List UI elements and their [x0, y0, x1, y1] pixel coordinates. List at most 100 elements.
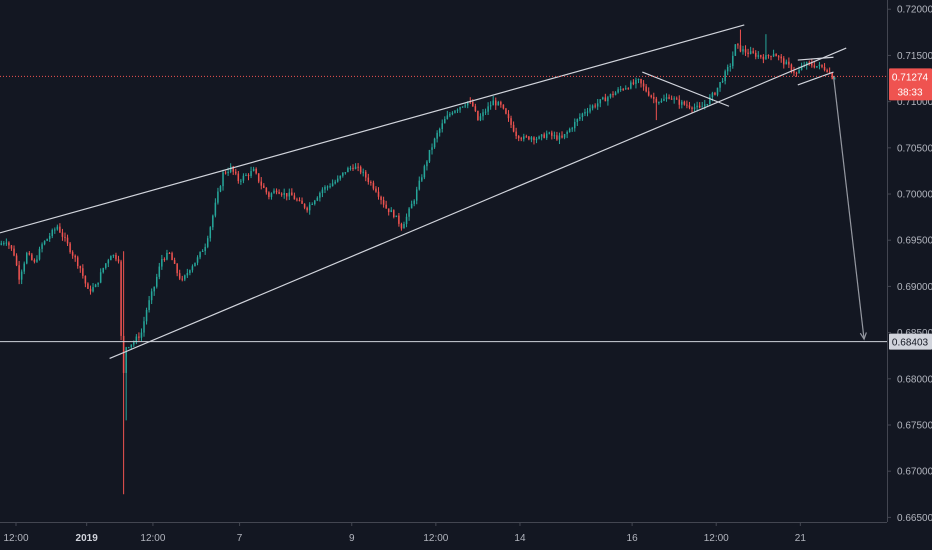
candle-body	[777, 56, 780, 58]
candle-body	[319, 192, 321, 198]
candle-body	[181, 278, 184, 280]
candle-body	[398, 215, 400, 224]
candle-body	[334, 181, 336, 184]
candle-body	[20, 271, 23, 280]
candle-body	[642, 83, 645, 87]
candle-body	[285, 193, 288, 197]
candle-body	[833, 78, 836, 80]
candle-body	[194, 262, 196, 267]
candle-body	[719, 82, 721, 88]
candle-body	[387, 208, 390, 213]
candle-body	[533, 137, 535, 141]
candle-body	[716, 87, 719, 95]
candle-body	[46, 238, 48, 241]
candle-body	[235, 171, 237, 174]
candle-body	[423, 166, 426, 178]
flag-upper-line[interactable]	[642, 71, 730, 107]
candle-body	[665, 97, 668, 99]
candle-body	[306, 207, 308, 211]
candle-body	[739, 45, 742, 52]
candle-body	[441, 123, 443, 130]
candle-body	[329, 186, 331, 188]
candle-body	[158, 266, 161, 277]
y-tick-label: 0.71500	[897, 51, 932, 62]
candle-body	[408, 208, 410, 217]
candle-body	[377, 191, 380, 197]
candle-body	[502, 104, 505, 109]
candle-body	[115, 254, 117, 260]
candle-body	[681, 101, 683, 105]
candle-body	[449, 114, 451, 116]
candle-body	[168, 252, 171, 254]
candle-body	[161, 259, 163, 267]
wedge-lower-line[interactable]	[797, 71, 834, 86]
candle-body	[349, 167, 352, 169]
candle-body	[795, 72, 798, 74]
channel-lower-line[interactable]	[109, 47, 847, 360]
candle-body	[698, 105, 701, 108]
candle-body	[204, 246, 206, 251]
candle-body	[622, 89, 624, 91]
x-tick-label: 12:00	[3, 533, 28, 544]
plot-area[interactable]	[0, 24, 887, 495]
candle-body	[466, 101, 469, 106]
y-tick-label: 0.67000	[897, 467, 932, 478]
candle-body	[372, 182, 375, 189]
candle-body	[721, 81, 724, 83]
y-tick-label: 0.70500	[897, 143, 932, 154]
candle-body	[278, 192, 280, 194]
candle-body	[33, 259, 36, 262]
candle-body	[688, 105, 691, 108]
candle-body	[579, 116, 581, 120]
candle-body	[364, 171, 367, 178]
candle-body	[805, 62, 808, 66]
candle-body	[757, 55, 760, 57]
candle-body	[808, 62, 811, 64]
candle-body	[102, 267, 104, 273]
candle-body	[117, 259, 120, 262]
candle-body	[553, 135, 556, 137]
candle-body	[273, 190, 275, 194]
candle-body	[186, 273, 189, 276]
candle-body	[561, 135, 563, 138]
wedge-upper-line[interactable]	[797, 56, 834, 61]
candle-body	[227, 171, 229, 174]
candle-body	[314, 200, 316, 204]
candle-body	[762, 56, 765, 60]
candle-body	[421, 177, 423, 181]
candle-body	[56, 226, 59, 230]
candle-body	[632, 82, 635, 84]
candle-body	[461, 106, 464, 108]
channel-upper-line[interactable]	[0, 24, 745, 234]
candle-body	[275, 190, 278, 193]
countdown-label: 38:33	[897, 87, 922, 98]
candle-body	[538, 136, 540, 139]
candle-body	[23, 263, 25, 272]
y-tick-label: 0.71000	[897, 97, 932, 108]
candle-body	[43, 240, 46, 245]
y-tick-label: 0.72000	[897, 5, 932, 16]
candle-body	[563, 134, 566, 138]
target-arrow-line[interactable]	[832, 75, 865, 340]
candle-body	[324, 186, 326, 190]
candle-body	[189, 270, 191, 274]
candle-body	[400, 223, 403, 229]
candle-body	[444, 119, 446, 124]
candle-body	[370, 181, 372, 183]
candle-body	[173, 260, 176, 264]
candle-body	[653, 96, 655, 99]
candle-body	[339, 175, 342, 179]
candle-body	[507, 113, 510, 119]
candle-body	[744, 49, 747, 53]
candle-body	[675, 98, 678, 100]
candle-body	[209, 227, 212, 239]
x-tick-label: 16	[627, 533, 639, 544]
candle-body	[709, 97, 711, 104]
candle-body	[484, 111, 487, 113]
candle-body	[206, 238, 209, 247]
candle-body	[630, 82, 632, 89]
candle-body	[438, 129, 441, 133]
candle-body	[257, 173, 260, 182]
candle-body	[336, 178, 339, 182]
